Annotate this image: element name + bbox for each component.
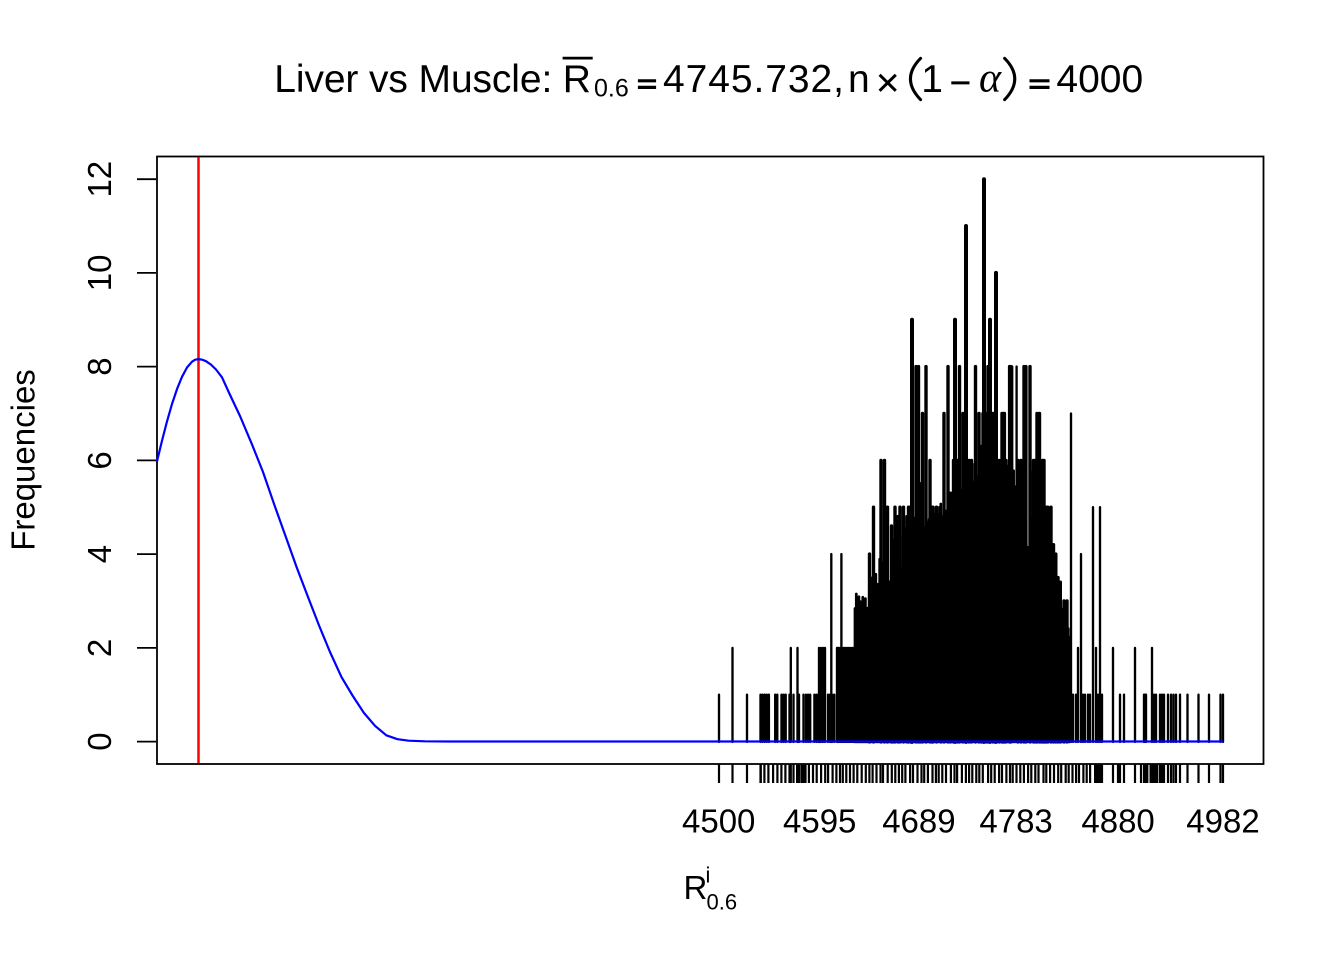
svg-text:Frequencies: Frequencies (4, 369, 41, 551)
svg-text:12: 12 (81, 161, 118, 198)
svg-text:4783: 4783 (979, 803, 1052, 840)
svg-text:Ri0.6: Ri 0.6 (684, 863, 738, 915)
svg-text:4689: 4689 (882, 803, 955, 840)
svg-text:8: 8 (81, 357, 118, 375)
svg-text:4500: 4500 (682, 803, 755, 840)
svg-text:6: 6 (81, 451, 118, 469)
svg-text:0: 0 (81, 732, 118, 750)
svg-text:2: 2 (81, 639, 118, 657)
svg-text:4595: 4595 (783, 803, 856, 840)
svg-text:4: 4 (81, 545, 118, 563)
svg-text:4982: 4982 (1186, 803, 1259, 840)
svg-text:4880: 4880 (1081, 803, 1154, 840)
svg-text:10: 10 (81, 255, 118, 292)
